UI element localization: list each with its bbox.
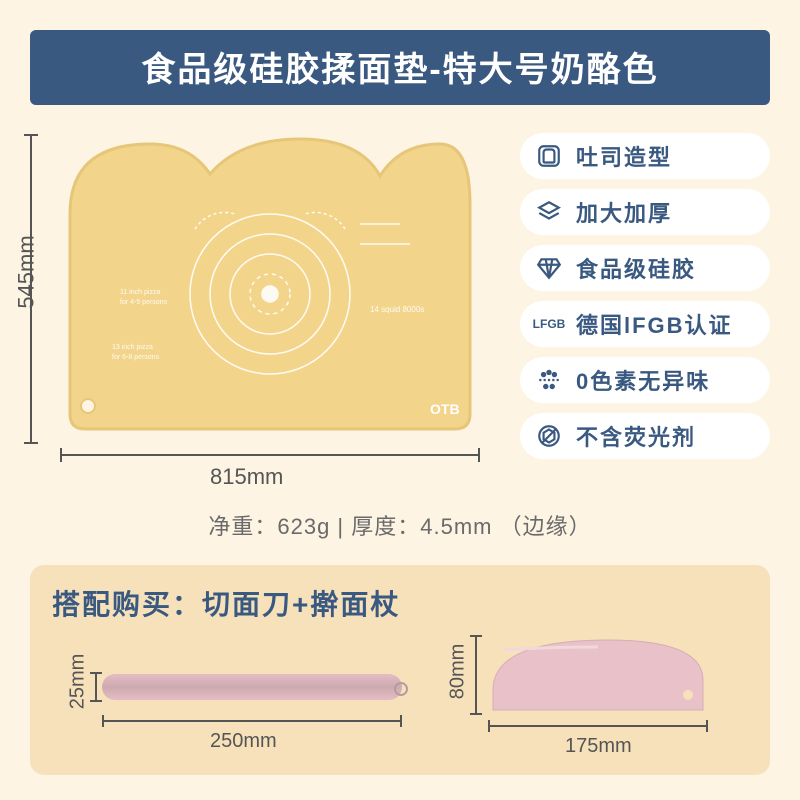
brand-text: OTB [430, 401, 460, 417]
width-dim-label: 815mm [210, 464, 283, 490]
main-row: 545mm [30, 129, 770, 479]
pin-width-label: 250mm [210, 730, 277, 753]
svg-text:14 squid 8000s: 14 squid 8000s [370, 305, 424, 314]
no-hex-icon [534, 421, 564, 451]
svg-text:for 4-5 persons: for 4-5 persons [120, 299, 168, 306]
scraper-height-line [475, 635, 477, 715]
feature-label: 食品级硅胶 [576, 252, 696, 284]
feature-label: 加大加厚 [576, 196, 672, 228]
feature-no-dye: 0色素无异味 [520, 357, 770, 403]
feature-food-grade: 食品级硅胶 [520, 245, 770, 291]
toast-icon [534, 141, 564, 171]
diamond-icon [534, 253, 564, 283]
feature-lfgb: LFGB 德国lFGB认证 [520, 301, 770, 347]
scraper-width-line [488, 725, 708, 727]
pin-width-line [102, 720, 402, 722]
baking-mat: 11 inch pizza for 4-5 persons 13 inch pi… [60, 134, 480, 434]
height-dim-label: 545mm [14, 235, 40, 308]
feature-no-fluorescent: 不含荧光剂 [520, 413, 770, 459]
feature-label: 不含荧光剂 [576, 420, 696, 452]
width-dim-line [60, 454, 480, 456]
scraper-height-label: 80mm [446, 644, 469, 700]
svg-text:11 inch pizza: 11 inch pizza [120, 289, 160, 296]
feature-toast-shape: 吐司造型 [520, 133, 770, 179]
combo-panel: 搭配购买：切面刀+擀面杖 25mm 250mm 80mm 175mm [30, 565, 770, 775]
rolling-pin-block: 25mm 250mm [90, 630, 420, 760]
scraper-block: 80mm 175mm [460, 615, 740, 765]
scraper-width-label: 175mm [565, 735, 632, 758]
dots-icon [534, 365, 564, 395]
feature-list: 吐司造型 加大加厚 食品级硅胶 LFGB 德国lFGB认证 [520, 133, 770, 469]
pin-height-line [95, 672, 97, 702]
product-illustration: 545mm [30, 129, 500, 479]
svg-text:for 6-8 persons: for 6-8 persons [112, 354, 160, 361]
svg-text:13 inch pizza: 13 inch pizza [112, 344, 153, 351]
dough-scraper [488, 635, 708, 715]
feature-thick: 加大加厚 [520, 189, 770, 235]
feature-label: 0色素无异味 [576, 364, 710, 396]
layers-icon [534, 197, 564, 227]
rolling-pin [102, 674, 402, 700]
pin-height-label: 25mm [66, 654, 89, 710]
feature-label: 吐司造型 [576, 140, 672, 172]
lfgb-icon: LFGB [534, 309, 564, 339]
spec-line: 净重：623g | 厚度：4.5mm （边缘） [30, 509, 770, 541]
page-title: 食品级硅胶揉面垫-特大号奶酪色 [30, 30, 770, 105]
feature-label: 德国lFGB认证 [576, 308, 733, 340]
